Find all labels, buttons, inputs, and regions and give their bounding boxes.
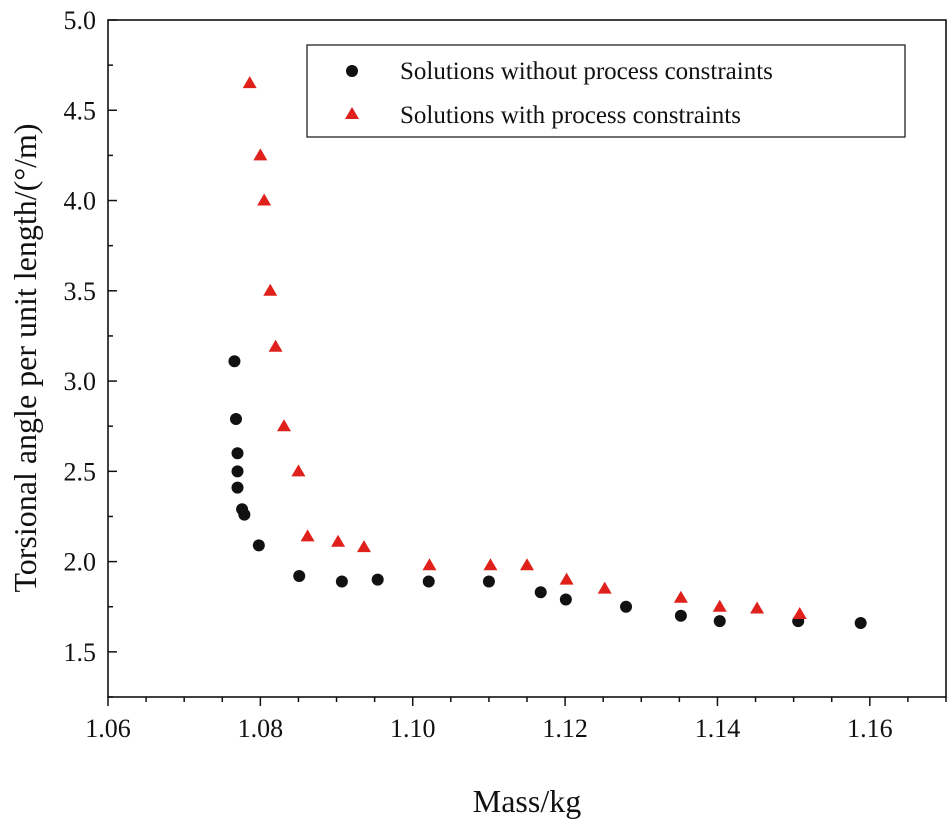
y-tick-label: 4.5 [64, 96, 97, 125]
data-point-without-constraints [534, 586, 547, 599]
data-point-without-constraints [371, 573, 384, 586]
data-point-without-constraints [559, 593, 572, 606]
legend-label-with: Solutions with process constraints [400, 102, 741, 129]
data-point-without-constraints [713, 615, 726, 628]
data-point-with-constraints [483, 558, 498, 571]
data-point-with-constraints [356, 540, 371, 553]
data-point-with-constraints [300, 529, 315, 542]
data-point-with-constraints [276, 419, 291, 432]
legend: Solutions without process constraints So… [306, 44, 906, 138]
data-point-with-constraints [253, 148, 268, 161]
x-tick-label: 1.10 [390, 714, 436, 743]
y-tick-label: 5.0 [64, 6, 97, 35]
data-point-with-constraints [268, 339, 283, 352]
y-tick-label: 4.0 [64, 187, 97, 216]
data-points [228, 76, 867, 629]
legend-marker-triangle [345, 107, 359, 119]
x-axis: 1.06 1.08 1.10 1.12 1.14 1.16 [85, 697, 947, 743]
data-point-with-constraints [673, 590, 688, 603]
data-point-without-constraints [229, 412, 242, 425]
data-point-without-constraints [854, 616, 867, 629]
data-point-with-constraints [559, 572, 574, 585]
y-axis: 1.5 2.0 2.5 3.0 3.5 4.0 4.5 5.0 [64, 6, 117, 698]
data-point-with-constraints [422, 558, 437, 571]
data-point-with-constraints [520, 558, 534, 571]
data-point-with-constraints [750, 601, 765, 614]
legend-marker-circle [346, 65, 358, 77]
x-tick-label: 1.08 [238, 714, 284, 743]
x-tick-label: 1.06 [85, 714, 131, 743]
y-tick-label: 1.5 [64, 638, 97, 667]
legend-box [306, 44, 906, 138]
data-point-without-constraints [293, 570, 306, 583]
data-point-without-constraints [674, 609, 687, 622]
data-point-without-constraints [620, 600, 633, 613]
data-point-without-constraints [238, 508, 251, 521]
data-point-without-constraints [231, 465, 244, 478]
data-point-with-constraints [263, 283, 278, 296]
data-point-with-constraints [257, 193, 272, 206]
y-tick-label: 2.5 [64, 457, 97, 486]
y-tick-label: 2.0 [64, 548, 97, 577]
legend-label-without: Solutions without process constraints [400, 58, 773, 85]
x-tick-label: 1.16 [847, 714, 893, 743]
data-point-with-constraints [291, 464, 306, 477]
x-axis-title: Mass/kg [473, 783, 581, 819]
data-point-without-constraints [482, 575, 495, 588]
data-point-without-constraints [231, 481, 244, 494]
data-point-without-constraints [422, 575, 435, 588]
data-point-with-constraints [331, 534, 346, 547]
x-tick-label: 1.14 [695, 714, 741, 743]
y-tick-label: 3.0 [64, 367, 97, 396]
data-point-with-constraints [242, 76, 257, 89]
data-point-with-constraints [712, 599, 727, 612]
data-point-with-constraints [792, 606, 807, 619]
data-point-without-constraints [228, 355, 241, 368]
x-tick-label: 1.12 [542, 714, 588, 743]
data-point-without-constraints [252, 539, 265, 552]
y-axis-title: Torsional angle per unit length/(°/m) [7, 123, 43, 592]
data-point-without-constraints [231, 447, 244, 460]
y-tick-label: 3.5 [64, 277, 97, 306]
data-point-without-constraints [335, 575, 348, 588]
data-point-with-constraints [597, 581, 612, 594]
